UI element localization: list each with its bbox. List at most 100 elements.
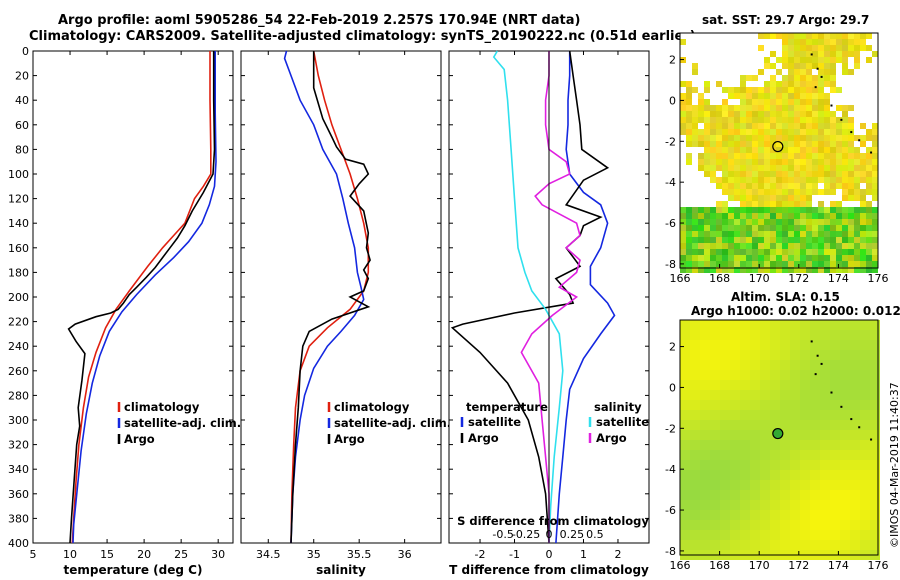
sla_map-cell — [730, 540, 740, 550]
sla_map-cell — [770, 400, 780, 410]
sst_map-cell — [698, 267, 704, 273]
sst_map-cell — [776, 195, 782, 201]
sst_map-cell — [830, 123, 836, 129]
sla_map-cell — [750, 420, 760, 430]
sst_map-cell — [716, 153, 722, 159]
sst_map-cell — [800, 159, 806, 165]
sla_map-cell — [730, 400, 740, 410]
sla_map-cell — [800, 370, 810, 380]
sst_map-cell — [710, 237, 716, 243]
sla_map-cell — [830, 510, 840, 520]
sst_map-cell — [752, 189, 758, 195]
sst_map-cell — [746, 177, 752, 183]
sst_map-cell — [746, 207, 752, 213]
sst_map-cell — [812, 51, 818, 57]
sla_map-cell — [810, 440, 820, 450]
sla_map-cell — [870, 470, 880, 480]
sst_map-cell — [740, 129, 746, 135]
sla_map-cell — [750, 460, 760, 470]
sst_map-cell — [716, 207, 722, 213]
sst_map-cell — [728, 237, 734, 243]
sla_map-cell — [810, 520, 820, 530]
sst_map-cell — [776, 141, 782, 147]
sst_map-cell — [716, 129, 722, 135]
sst_map-cell — [782, 39, 788, 45]
sla_map-cell — [800, 430, 810, 440]
sla_map-cell — [840, 460, 850, 470]
sst_map-argo-marker — [772, 140, 784, 153]
sst_map-cell — [842, 51, 848, 57]
sst_map-cell — [698, 111, 704, 117]
sst_map-cell — [812, 189, 818, 195]
sst_map-cell — [716, 147, 722, 153]
sla_map-cell — [840, 510, 850, 520]
sst_map-cell — [866, 45, 872, 51]
sst_map-cell — [758, 69, 764, 75]
sst_map-cell — [728, 93, 734, 99]
sst_map-cell — [764, 255, 770, 261]
sla_map-cell — [840, 440, 850, 450]
sla_map-cell — [860, 430, 870, 440]
sst_map-cell — [800, 201, 806, 207]
sla_map-cell — [860, 460, 870, 470]
sst_map-cell — [782, 147, 788, 153]
sst_map-cell — [716, 243, 722, 249]
sla_map-cell — [860, 520, 870, 530]
sst_map-cell — [842, 117, 848, 123]
sst_map-cell — [752, 141, 758, 147]
sst_map-cell — [782, 231, 788, 237]
sst_map-cell — [800, 261, 806, 267]
sst_map-cell — [728, 87, 734, 93]
sla_map-cell — [710, 520, 720, 530]
sst_map-cell — [692, 267, 698, 273]
sst_map-cell — [848, 183, 854, 189]
sst_map-cell — [752, 261, 758, 267]
sst_map-cell — [812, 123, 818, 129]
sst_map-cell — [866, 219, 872, 225]
sst_map-cell — [764, 183, 770, 189]
sla_map-island — [816, 354, 819, 357]
sla_map-cell — [740, 510, 750, 520]
sst_map-cell — [710, 231, 716, 237]
sst_map-cell — [710, 147, 716, 153]
sst_map-cell — [734, 195, 740, 201]
sst_map-cell — [704, 129, 710, 135]
sla_map-ytick-label: -4 — [665, 463, 676, 476]
sst_map-cell — [860, 213, 866, 219]
sst_map-cell — [716, 201, 722, 207]
sst_map-cell — [854, 153, 860, 159]
sst_map-cell — [818, 63, 824, 69]
sst_map-cell — [758, 267, 764, 273]
sst_map-cell — [806, 165, 812, 171]
sst_map-cell — [794, 207, 800, 213]
sst_map-cell — [722, 111, 728, 117]
sst_map-cell — [848, 147, 854, 153]
temperature-legend-label: climatology — [124, 400, 200, 414]
sst_map-cell — [782, 51, 788, 57]
sla_map-cell — [830, 340, 840, 350]
sla_map-cell — [780, 440, 790, 450]
sla-map-title: Altim. SLA: 0.15 — [731, 290, 840, 304]
sst_map-cell — [770, 171, 776, 177]
sst_map-cell — [734, 105, 740, 111]
sla_map-cell — [860, 360, 870, 370]
sla_map-cell — [800, 410, 810, 420]
sst_map-cell — [854, 135, 860, 141]
sst_map-cell — [692, 261, 698, 267]
sst_map-cell — [830, 57, 836, 63]
sla_map-cell — [760, 530, 770, 540]
sst_map-cell — [848, 39, 854, 45]
sst_map-cell — [728, 261, 734, 267]
sst_map-cell — [716, 255, 722, 261]
sst_map-cell — [740, 249, 746, 255]
sst_map-cell — [764, 87, 770, 93]
sla_map-cell — [780, 330, 790, 340]
sla_map-cell — [680, 380, 690, 390]
sst_map-cell — [788, 201, 794, 207]
sst_map-cell — [806, 237, 812, 243]
sst_map-cell — [872, 231, 878, 237]
sst_map-cell — [836, 117, 842, 123]
sst_map-cell — [704, 255, 710, 261]
sst_map-cell — [806, 219, 812, 225]
